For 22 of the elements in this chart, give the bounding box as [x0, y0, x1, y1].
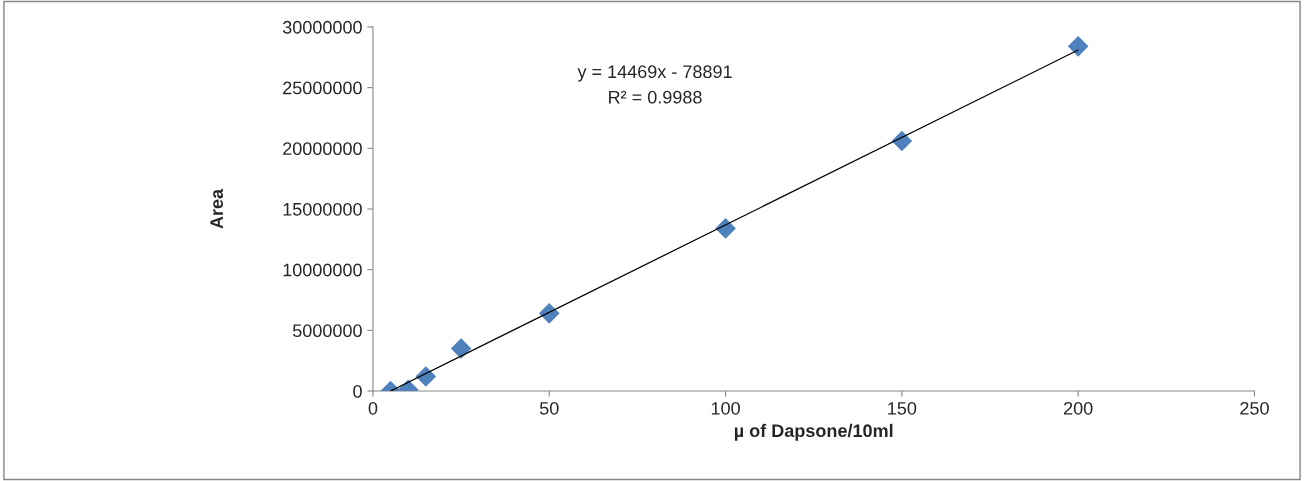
y-tick-label: 20000000: [283, 142, 362, 156]
y-tick-label: 25000000: [283, 81, 362, 95]
point: [891, 130, 913, 152]
annotation: y = 14469x - 78891: [577, 65, 732, 82]
y-tick-label: 0: [353, 384, 362, 398]
x-axis-title: µ of Dapsone/10ml: [734, 423, 893, 441]
point: [450, 338, 472, 359]
x-tick-label: 200: [1063, 401, 1093, 415]
x-tick-label: 50: [539, 401, 559, 415]
point: [538, 303, 560, 324]
x-tick-label: 0: [368, 401, 378, 415]
y-tick-label: 15000000: [283, 202, 362, 216]
x-tick-label: 250: [1240, 401, 1269, 415]
x-tick-label: 150: [888, 401, 917, 415]
annotation: R² = 0.9988: [609, 90, 702, 104]
x-tick-label: 100: [711, 401, 740, 415]
y-axis-title: Area: [210, 188, 224, 229]
y-tick-label: 10000000: [283, 263, 362, 277]
point: [715, 218, 736, 239]
y-tick-label: 5000000: [292, 324, 362, 338]
point: [1067, 36, 1089, 57]
y-tick-label: 30000000: [282, 20, 362, 34]
